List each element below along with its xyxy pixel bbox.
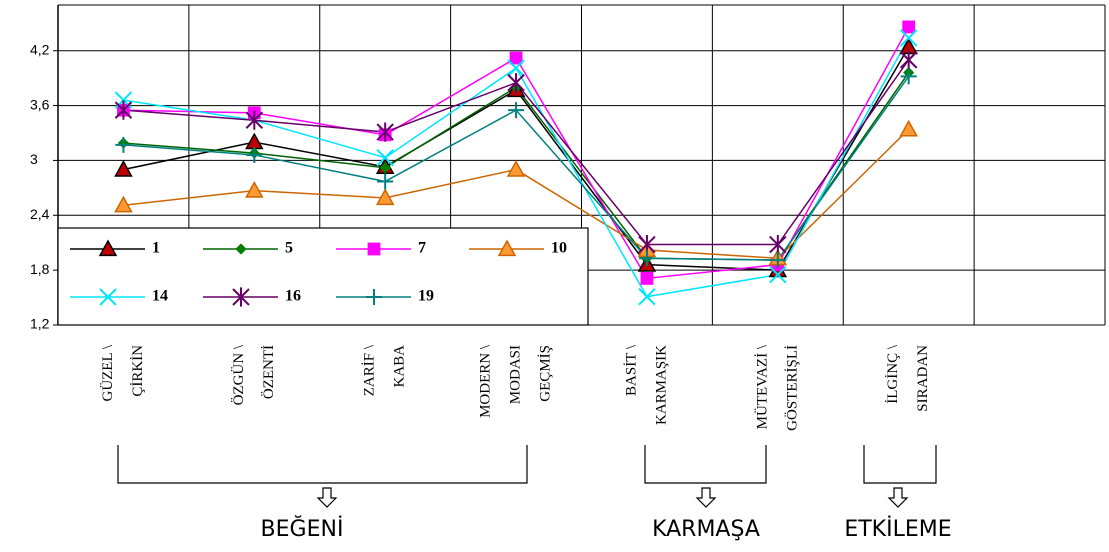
legend-marker bbox=[98, 239, 118, 257]
bracket bbox=[117, 445, 528, 484]
marker bbox=[375, 188, 395, 206]
bracket bbox=[863, 445, 937, 484]
bracket bbox=[644, 445, 767, 484]
x-tick-label: BASİT \ bbox=[623, 344, 639, 396]
arrow bbox=[887, 487, 909, 508]
marker bbox=[508, 102, 525, 119]
marker bbox=[640, 271, 654, 285]
y-tick-label: 3,6 bbox=[30, 96, 50, 112]
marker bbox=[245, 181, 264, 198]
marker bbox=[376, 122, 394, 142]
marker bbox=[902, 20, 916, 34]
group-brackets bbox=[117, 445, 937, 508]
group-label: ETKİLEME bbox=[844, 516, 951, 542]
y-tick-label: 2,4 bbox=[30, 206, 50, 222]
marker bbox=[507, 59, 525, 77]
marker bbox=[245, 110, 264, 130]
marker bbox=[114, 160, 133, 177]
legend-label: 7 bbox=[418, 240, 426, 257]
marker bbox=[899, 50, 918, 70]
arrow bbox=[695, 487, 717, 508]
legend-marker bbox=[367, 242, 381, 256]
arrow bbox=[316, 487, 338, 508]
marker bbox=[115, 136, 132, 153]
marker bbox=[899, 29, 918, 47]
x-tick-label: ZARİF \ bbox=[362, 344, 378, 396]
marker bbox=[114, 100, 133, 120]
legend-box bbox=[57, 227, 589, 326]
x-tick-label: MÜTEVAZİ \ bbox=[753, 344, 770, 429]
marker bbox=[509, 51, 523, 65]
x-tick-label: GÖSTERİŞLİ bbox=[783, 345, 800, 431]
legend-marker bbox=[366, 289, 382, 305]
x-tick-label: KABA bbox=[392, 345, 408, 388]
legend-label: 16 bbox=[285, 288, 301, 305]
x-tick-label: ÖZENTİ bbox=[260, 345, 277, 399]
marker bbox=[899, 119, 918, 137]
marker bbox=[114, 195, 133, 213]
x-tick-label: GEÇMİŞ bbox=[538, 345, 554, 402]
marker bbox=[379, 162, 391, 174]
y-tick-label: 3 bbox=[30, 151, 38, 167]
legend-label: 5 bbox=[285, 240, 293, 257]
marker bbox=[246, 146, 263, 163]
group-label: KARMAŞA bbox=[652, 517, 760, 542]
y-tick-label: 1,8 bbox=[30, 261, 50, 277]
marker bbox=[507, 73, 525, 93]
marker bbox=[769, 266, 787, 284]
legend-label: 1 bbox=[152, 240, 160, 257]
x-tick-label: ÇİRKİN bbox=[130, 345, 146, 397]
x-tick-label: MODERN \ bbox=[478, 344, 494, 418]
y-tick-label: 4,2 bbox=[30, 41, 50, 57]
marker bbox=[376, 148, 394, 167]
marker bbox=[769, 234, 787, 255]
legend: 1 5 7 10 14 16 19 bbox=[57, 227, 589, 326]
y-tick-label: 1,2 bbox=[30, 316, 50, 332]
x-tick-label: ÖZGÜN \ bbox=[230, 344, 247, 405]
x-tick-label: MODASI bbox=[508, 345, 524, 404]
group-label: BEĞENİ bbox=[261, 516, 344, 542]
x-tick-label: KARMAŞIK bbox=[653, 345, 669, 425]
marker bbox=[638, 287, 656, 306]
marker bbox=[769, 252, 786, 269]
legend-marker bbox=[497, 239, 517, 257]
marker bbox=[377, 173, 394, 190]
legend-marker bbox=[232, 287, 250, 307]
marker bbox=[506, 160, 526, 177]
legend-label: 19 bbox=[418, 288, 434, 305]
x-tick-label: SIRADAN bbox=[915, 345, 931, 412]
legend-marker bbox=[99, 288, 117, 306]
legend-label: 10 bbox=[551, 240, 567, 257]
x-tick-label: İLGİNÇ \ bbox=[885, 344, 901, 404]
marker bbox=[245, 132, 264, 150]
legend-marker bbox=[235, 243, 247, 255]
legend-label: 14 bbox=[152, 288, 168, 305]
marker bbox=[900, 68, 917, 85]
marker bbox=[638, 250, 655, 267]
x-tick-label: GÜZEL \ bbox=[99, 344, 116, 401]
